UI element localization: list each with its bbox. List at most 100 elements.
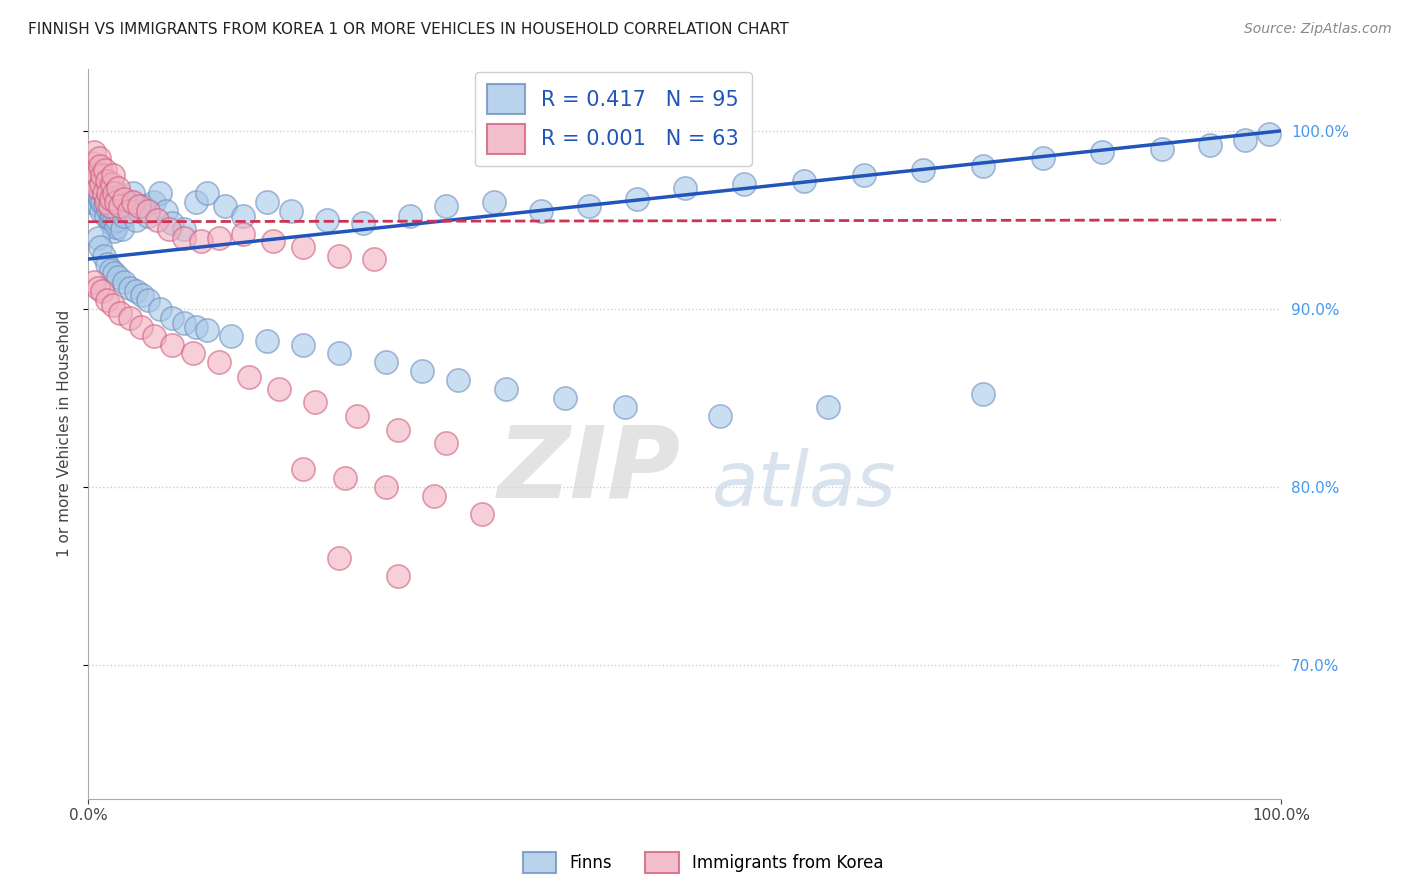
Point [346,409,368,423]
Point [110,222,132,236]
Point [554,391,576,405]
Point [104,195,127,210]
Point [733,178,755,192]
Point [578,199,600,213]
Point [142,195,165,210]
Point [238,369,260,384]
Text: atlas: atlas [711,448,896,522]
Point [972,387,994,401]
Point [129,319,152,334]
Point [1198,138,1220,153]
Point [103,186,125,201]
Point [118,280,141,294]
Point [333,471,356,485]
Point [673,181,696,195]
Point [89,239,111,253]
Point [411,364,433,378]
Point [495,382,517,396]
Point [128,199,150,213]
Point [291,337,314,351]
Point [100,217,122,231]
Point [96,174,118,188]
Point [131,287,153,301]
Point [86,280,108,294]
Point [190,234,212,248]
Point [87,151,110,165]
Point [97,186,120,201]
Point [136,293,159,307]
Point [530,204,553,219]
Point [107,181,129,195]
Point [1150,142,1173,156]
Point [387,569,409,583]
Point [86,181,108,195]
Point [86,186,108,201]
Point [232,210,254,224]
Point [91,195,114,210]
Point [136,210,159,224]
Point [84,174,107,188]
Legend: R = 0.417   N = 95, R = 0.001   N = 63: R = 0.417 N = 95, R = 0.001 N = 63 [475,71,751,166]
Point [197,186,219,201]
Point [110,305,132,319]
Point [471,507,494,521]
Point [160,337,183,351]
Point [852,169,875,183]
Point [173,316,195,330]
Point [221,328,243,343]
Point [434,435,457,450]
Y-axis label: 1 or more Vehicles in Household: 1 or more Vehicles in Household [58,310,72,558]
Point [328,346,350,360]
Point [256,334,278,348]
Point [1091,145,1114,160]
Point [614,400,637,414]
Point [96,257,118,271]
Point [110,199,132,213]
Point [328,248,350,262]
Text: ZIP: ZIP [498,422,681,518]
Point [155,204,177,219]
Point [80,163,103,178]
Point [328,551,350,566]
Point [112,275,135,289]
Point [96,293,118,307]
Point [399,210,422,224]
Point [125,213,148,227]
Point [793,174,815,188]
Point [86,169,108,183]
Point [94,163,117,178]
Point [160,310,183,325]
Point [184,195,207,210]
Point [132,199,155,213]
Point [122,195,145,210]
Point [91,284,114,298]
Point [89,192,111,206]
Point [817,400,839,414]
Point [136,204,159,219]
Point [262,234,284,248]
Point [89,160,111,174]
Point [86,178,108,192]
Point [208,355,231,369]
Legend: Finns, Immigrants from Korea: Finns, Immigrants from Korea [516,846,890,880]
Point [304,394,326,409]
Text: FINNISH VS IMMIGRANTS FROM KOREA 1 OR MORE VEHICLES IN HOUSEHOLD CORRELATION CHA: FINNISH VS IMMIGRANTS FROM KOREA 1 OR MO… [28,22,789,37]
Point [82,174,104,188]
Point [142,328,165,343]
Point [96,195,118,210]
Point [447,373,470,387]
Point [128,204,150,219]
Point [1234,133,1257,147]
Point [86,231,108,245]
Point [1031,151,1053,165]
Point [101,178,124,192]
Point [197,323,219,337]
Point [118,310,141,325]
Point [94,199,117,213]
Point [363,252,385,266]
Point [375,480,398,494]
Point [232,227,254,242]
Point [315,213,337,227]
Point [93,248,115,262]
Point [149,186,172,201]
